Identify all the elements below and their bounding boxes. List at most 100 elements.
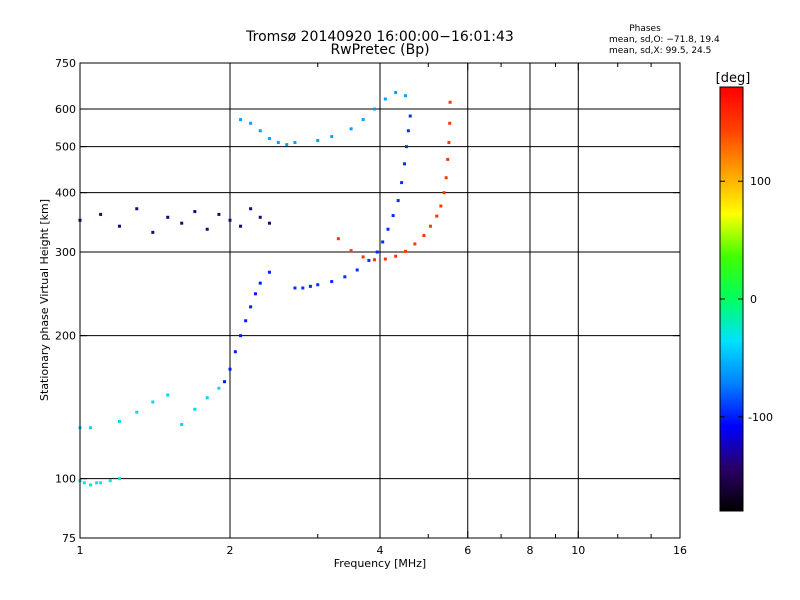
colorbar-label: [deg] (716, 71, 751, 86)
stats-x-mode: mean, sd,X: 99.5, 24.5 (609, 46, 711, 56)
y-tick-label: 200 (55, 330, 76, 343)
data-point (233, 350, 237, 354)
data-point (361, 255, 365, 259)
data-point (349, 127, 353, 131)
colorbar-ticks: 100 0 -100 (720, 175, 773, 424)
data-point (383, 257, 387, 261)
data-point (404, 145, 408, 149)
data-point (396, 199, 400, 203)
data-point (336, 237, 340, 241)
data-point (117, 419, 121, 423)
data-point (249, 121, 253, 125)
data-point (95, 481, 99, 485)
y-tick-label: 750 (55, 57, 76, 70)
data-point (180, 423, 184, 427)
data-point (166, 393, 170, 397)
data-point (228, 218, 232, 222)
data-point (258, 215, 262, 219)
data-point (400, 181, 404, 185)
data-point (349, 249, 353, 253)
data-point (373, 258, 377, 262)
x-tick-label: 1 (77, 544, 84, 557)
data-point (151, 230, 155, 234)
data-point (239, 224, 243, 228)
x-tick-label: 16 (673, 544, 687, 557)
data-point (244, 319, 248, 323)
data-point (267, 221, 271, 225)
data-point (403, 249, 407, 253)
data-point (253, 292, 257, 296)
data-point (217, 212, 221, 216)
data-point (343, 275, 347, 279)
data-point (193, 407, 197, 411)
data-point (444, 176, 448, 180)
data-point (205, 227, 209, 231)
data-point (223, 380, 227, 384)
stats-title: Phases (629, 24, 661, 34)
data-point (394, 91, 398, 95)
data-point (442, 191, 446, 195)
y-tick-label: 400 (55, 187, 76, 200)
data-point (239, 334, 243, 338)
data-point (394, 254, 398, 258)
grid-lines (80, 63, 680, 538)
data-point (151, 400, 155, 404)
data-point (408, 114, 412, 118)
data-point (316, 139, 320, 143)
data-point (316, 283, 320, 287)
data-point (258, 281, 262, 285)
x-tick-label: 2 (227, 544, 234, 557)
data-point (446, 157, 450, 161)
data-point (258, 129, 262, 133)
data-point (108, 479, 112, 483)
data-point (355, 268, 359, 272)
data-point (239, 118, 243, 122)
data-point (391, 214, 395, 218)
y-tick-label: 500 (55, 141, 76, 154)
data-point (89, 426, 93, 430)
data-point (375, 250, 379, 254)
chart-subtitle: RwPretec (Bp) (330, 42, 429, 58)
data-point (381, 240, 385, 244)
data-point (205, 396, 209, 400)
data-point (383, 97, 387, 101)
data-point (249, 305, 253, 309)
data-point (448, 121, 452, 125)
data-point (217, 386, 221, 390)
colorbar-tick-label: -100 (748, 411, 773, 424)
data-point (82, 481, 86, 485)
x-axis-label: Frequency [MHz] (334, 557, 426, 570)
data-point (99, 212, 103, 216)
x-tick-label: 6 (464, 544, 471, 557)
data-point (249, 207, 253, 211)
data-point (361, 118, 365, 122)
data-point (386, 227, 390, 231)
data-point (135, 410, 139, 414)
data-point (330, 280, 334, 284)
data-point (373, 107, 377, 111)
y-axis-label: Stationary phase Virtual Height [km] (38, 199, 51, 401)
colorbar-tick-label: 100 (750, 175, 771, 188)
data-point (439, 204, 443, 208)
data-points (78, 91, 452, 487)
data-point (89, 483, 93, 487)
data-point (166, 215, 170, 219)
data-point (367, 258, 371, 262)
chart-title: Tromsø 20140920 16:00:00−16:01:43 (245, 29, 514, 45)
x-tick-label: 10 (571, 544, 585, 557)
data-point (293, 286, 297, 290)
colorbar-tick-label: 0 (750, 293, 757, 306)
data-point (135, 207, 139, 211)
data-point (180, 221, 184, 225)
data-point (99, 481, 103, 485)
data-point (293, 141, 297, 145)
data-point (308, 284, 312, 288)
data-point (117, 477, 121, 481)
data-point (447, 141, 451, 145)
data-point (448, 100, 452, 104)
data-point (117, 224, 121, 228)
x-tick-label: 4 (377, 544, 384, 557)
data-point (422, 234, 426, 238)
y-tick-label: 75 (62, 532, 76, 545)
